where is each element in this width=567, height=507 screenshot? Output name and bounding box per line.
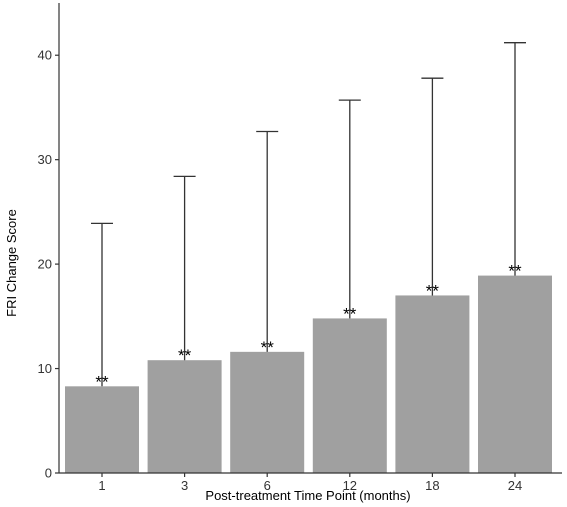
x-tick-label-6: 6: [264, 478, 271, 493]
axes-layer: 0 10 20 30 40 1 3 6 12 18 24: [38, 3, 562, 493]
significance-label-1: **: [95, 372, 109, 391]
x-tick-label-18: 18: [425, 478, 439, 493]
y-axis-title: FRI Change Score: [4, 209, 19, 317]
bars-layer: [65, 275, 552, 473]
significance-label-24: **: [508, 262, 522, 281]
y-tick-label-20: 20: [38, 257, 52, 272]
bar-12: [312, 318, 387, 473]
x-tick-label-24: 24: [508, 478, 522, 493]
x-tick-label-3: 3: [181, 478, 188, 493]
significance-label-12: **: [343, 304, 357, 323]
bar-24: [478, 275, 552, 473]
y-tick-label-40: 40: [38, 48, 52, 63]
error-bars-layer: [91, 42, 526, 387]
bar-3: [147, 360, 222, 473]
y-tick-label-30: 30: [38, 152, 52, 167]
bar-6: [230, 351, 305, 473]
bar-1: [65, 386, 139, 473]
significance-label-6: **: [261, 338, 275, 357]
x-tick-label-12: 12: [343, 478, 357, 493]
y-tick-label-10: 10: [38, 361, 52, 376]
x-tick-label-1: 1: [98, 478, 105, 493]
significance-label-3: **: [178, 346, 192, 365]
significance-layer: ** ** ** ** ** **: [95, 262, 522, 392]
bar-18: [395, 295, 470, 473]
significance-label-18: **: [426, 281, 440, 300]
y-tick-label-0: 0: [45, 466, 52, 481]
x-axis-title: Post-treatment Time Point (months): [205, 488, 410, 503]
